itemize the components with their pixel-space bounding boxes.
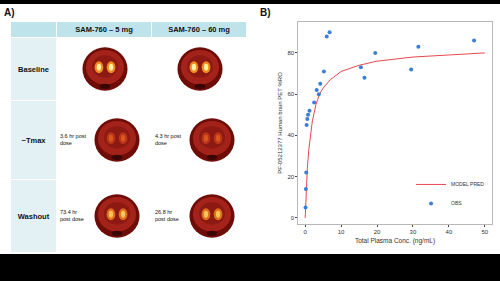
html-text:73.4 hr post dose: 73.4 hr post dose [60, 209, 84, 222]
html-text:Washout: Washout [17, 211, 50, 221]
svg-text:50: 50 [481, 229, 488, 235]
html-text:B): B) [260, 7, 271, 18]
html-text:SAM-760 – 5 mg: SAM-760 – 5 mg [75, 25, 133, 34]
svg-text:30: 30 [410, 229, 417, 235]
html-text:3.6 hr post dose: 3.6 hr post dose [60, 133, 86, 146]
svg-text:80: 80 [288, 50, 295, 56]
svg-text:0: 0 [291, 215, 295, 221]
html-text:A): A) [4, 7, 15, 18]
svg-text:0: 0 [304, 229, 308, 235]
html-text:26.8 hr post dose: 26.8 hr post dose [155, 209, 179, 222]
svg-text:MODEL PRED: MODEL PRED [451, 181, 484, 187]
html-text:SAM-760 – 60 mg: SAM-760 – 60 mg [168, 25, 230, 34]
svg-text:PF-05212377 Human brain PET %R: PF-05212377 Human brain PET %RO [277, 72, 283, 174]
svg-text:20: 20 [374, 229, 381, 235]
svg-text:40: 40 [446, 229, 453, 235]
svg-text:60: 60 [288, 91, 295, 97]
html-text:~Tmax: ~Tmax [21, 135, 46, 145]
svg-text:OBS: OBS [451, 200, 462, 206]
svg-text:20: 20 [288, 174, 295, 180]
html-text:4.3 hr post dose: 4.3 hr post dose [155, 133, 181, 146]
svg-text:10: 10 [338, 229, 345, 235]
svg-text:40: 40 [288, 132, 295, 138]
svg-text:Total Plasma Conc. (ng/mL): Total Plasma Conc. (ng/mL) [355, 237, 435, 245]
html-text:Baseline: Baseline [18, 64, 49, 74]
